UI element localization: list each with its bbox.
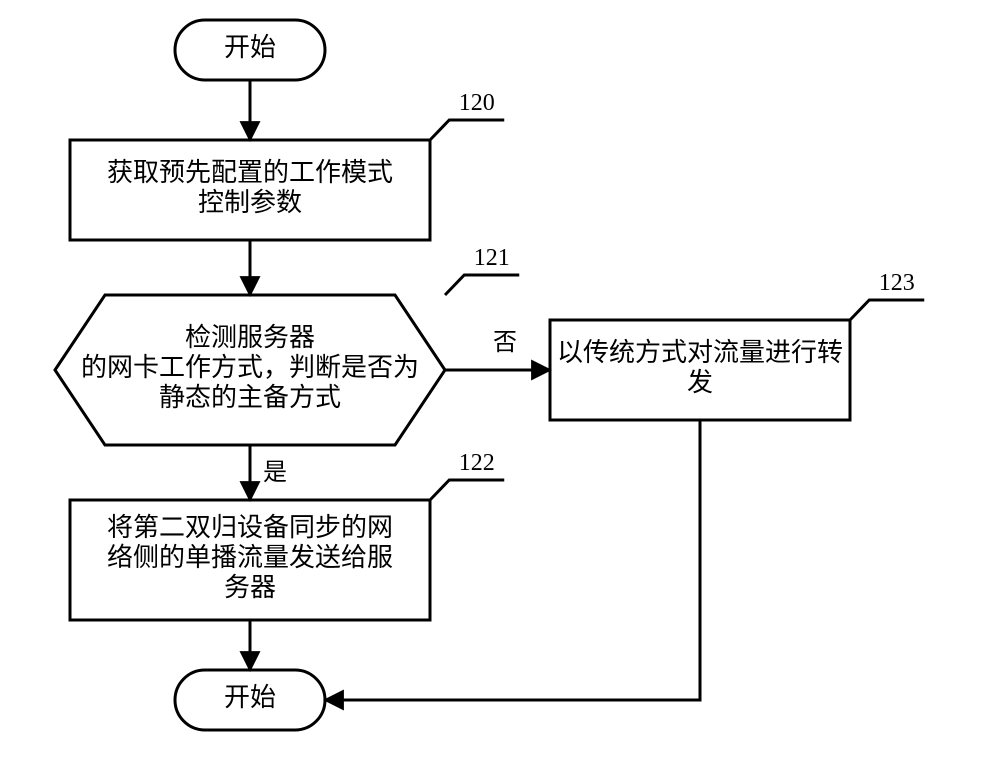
edge-label-n121-n123: 否 xyxy=(493,330,517,356)
node-n123: 以传统方式对流量进行转发 xyxy=(550,320,850,420)
node-n121: 检测服务器的网卡工作方式，判断是否为静态的主备方式 xyxy=(55,295,445,445)
node-end: 开始 xyxy=(175,670,325,730)
callout-label-n120: 120 xyxy=(459,90,495,116)
callout-line-n121 xyxy=(445,275,519,295)
node-n120: 获取预先配置的工作模式控制参数 xyxy=(70,140,430,240)
callout-label-n123: 123 xyxy=(879,270,915,296)
callout-line-n123 xyxy=(850,300,924,320)
edge-label-n121-n122: 是 xyxy=(263,460,287,486)
callout-label-n121: 121 xyxy=(474,245,510,271)
node-n122: 将第二双归设备同步的网络侧的单播流量发送给服务器 xyxy=(70,500,430,620)
callout-label-n122: 122 xyxy=(459,450,495,476)
callout-line-n122 xyxy=(430,480,504,500)
node-text-start: 开始 xyxy=(224,33,276,62)
node-text-end: 开始 xyxy=(224,683,276,712)
callout-line-n120 xyxy=(430,120,504,140)
node-start: 开始 xyxy=(175,20,325,80)
